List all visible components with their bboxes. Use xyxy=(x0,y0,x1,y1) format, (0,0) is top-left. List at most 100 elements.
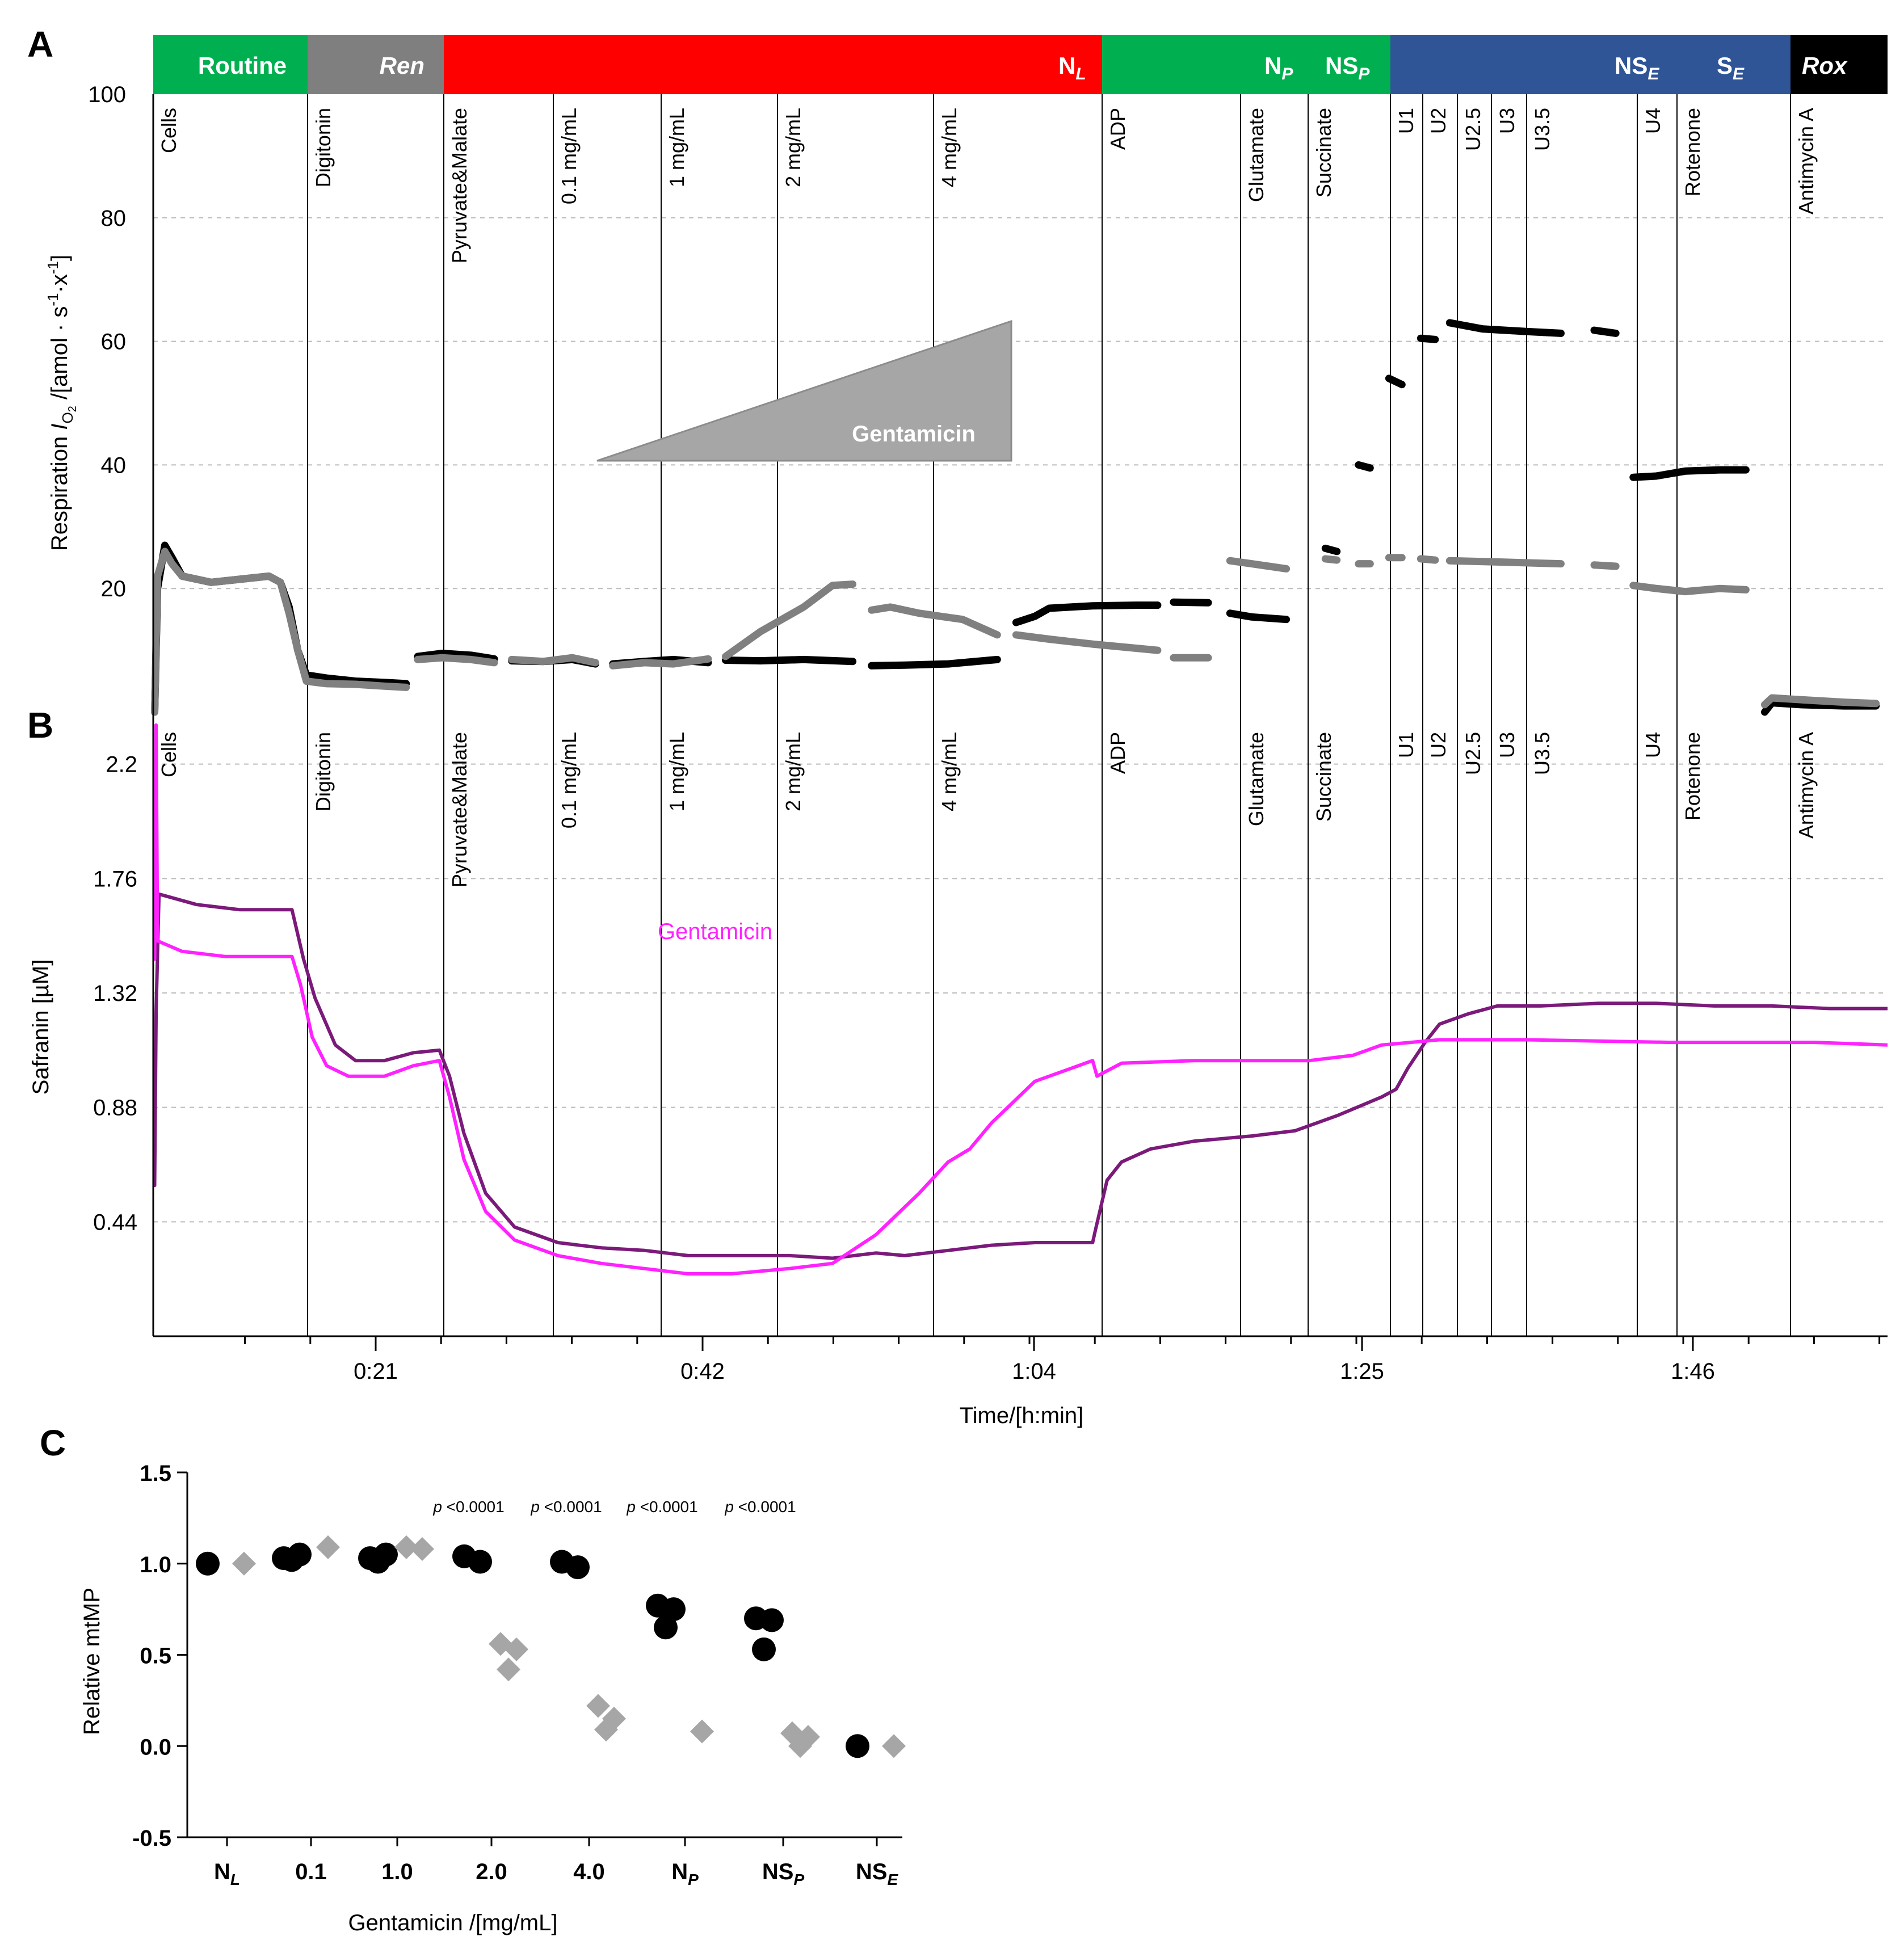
panel-a-trace-gentamicin xyxy=(1629,582,1750,596)
panel-b-event-label: Glutamate xyxy=(1245,732,1268,826)
panel-c-point-control xyxy=(366,1550,390,1574)
panel-a-event-label: Pyruvate&Malate xyxy=(448,108,471,263)
panel-b-trace-control xyxy=(153,892,1888,1260)
panel-c-x-tick-label: 1.0 xyxy=(381,1859,413,1884)
panel-a-traces xyxy=(151,319,1880,716)
panel-b-x-tick-label: 0:21 xyxy=(354,1359,398,1384)
phase-rox-label: Rox xyxy=(1802,52,1848,79)
panel-b-event-label: Antimycin A xyxy=(1794,732,1818,839)
panel-a-trace-control xyxy=(1590,326,1620,337)
panel-b-event-label: 1 mg/mL xyxy=(665,732,688,811)
panel-c-x-tick-label: NP xyxy=(671,1859,699,1888)
phase-nse-se-bar xyxy=(1390,35,1790,94)
panel-c-point-gentamicin xyxy=(232,1551,256,1576)
panel-b-x-tick-label: 1:25 xyxy=(1340,1359,1384,1384)
panel-b-event-label: 2 mg/mL xyxy=(781,732,805,811)
panel-c-y-tick-label: 0.5 xyxy=(140,1644,171,1669)
panel-b-traces xyxy=(153,723,1888,1276)
panel-b-event-label: Digitonin xyxy=(312,732,335,811)
panel-a-event-label: Succinate xyxy=(1312,108,1335,197)
panel-c-point-gentamicin xyxy=(788,1734,812,1758)
panel-a-trace-gentamicin xyxy=(722,580,857,660)
gentamicin-wedge xyxy=(596,319,1012,462)
panel-a-chart: Cells Digitonin Pyruvate&Malate 0.1 mg/mL 1 … xyxy=(44,82,1888,716)
phase-np-nsp-bar xyxy=(1102,35,1390,94)
panel-c-axes: 1.5 1.0 0.5 0.0 -0.5 NL 0.1 1.0 2.0 4.0 NP NSP NSE xyxy=(132,1461,902,1888)
panel-a-event-label: U4 xyxy=(1641,108,1665,134)
panel-c-points xyxy=(196,1535,906,1758)
panel-c-point-gentamicin xyxy=(594,1718,618,1742)
panel-b-event-label: U3 xyxy=(1495,732,1519,758)
panel-c-y-tick-label: 1.5 xyxy=(140,1461,171,1486)
panel-c-point-gentamicin xyxy=(316,1535,340,1559)
panel-c-x-tick-label: NSE xyxy=(856,1859,899,1888)
panel-b-y-ticks: 0.44 0.88 1.32 1.76 2.2 xyxy=(93,752,137,1235)
panel-c-point-control xyxy=(566,1555,590,1580)
panel-b-trace-gentamicin xyxy=(153,723,1888,1276)
panel-c-point-control xyxy=(196,1551,220,1576)
gentamicin-wedge-label: Gentamicin xyxy=(852,422,976,447)
panel-a-y-title: Respiration IO2 /[amol · s-1·x-1] xyxy=(44,255,79,551)
panel-c-point-gentamicin xyxy=(505,1637,528,1661)
panel-b-event-lines: Cells Digitonin Pyruvate&Malate 0.1 mg/mL 1 … xyxy=(157,712,1818,1336)
phase-ren-label: Ren xyxy=(380,52,424,79)
panel-b-y-title: Safranin [µM] xyxy=(28,959,53,1095)
panel-b-event-label: 0.1 mg/mL xyxy=(557,732,581,828)
phase-rox-bar xyxy=(1790,35,1888,94)
panel-b-gridlines xyxy=(153,763,1888,1223)
panel-c-point-control xyxy=(752,1637,776,1661)
panel-c-point-control xyxy=(654,1615,678,1640)
panel-c-p-value: p <0.0001 xyxy=(530,1498,602,1516)
panel-a-y-tick: 60 xyxy=(101,330,127,355)
panel-b-y-tick: 0.88 xyxy=(93,1096,137,1121)
panel-a-event-label: ADP xyxy=(1106,108,1129,150)
panel-a-trace-gentamicin xyxy=(1761,694,1880,709)
panel-c-point-control xyxy=(760,1608,784,1632)
panel-b-event-label: Rotenone xyxy=(1681,732,1704,820)
panel-a-trace-gentamicin xyxy=(1590,561,1620,570)
panel-a-trace-gentamicin xyxy=(609,655,712,670)
panel-a-event-label: Cells xyxy=(157,108,180,153)
panel-c-chart: 1.5 1.0 0.5 0.0 -0.5 NL 0.1 1.0 2.0 4.0 NP NSP NSE p… xyxy=(79,1461,906,1935)
panel-b-y-tick: 0.44 xyxy=(93,1210,137,1235)
panel-c-point-control xyxy=(280,1548,304,1572)
panel-c-y-tick-label: 1.0 xyxy=(140,1552,171,1577)
panel-b-event-label: 4 mg/mL xyxy=(938,732,961,811)
panel-a-trace-gentamicin xyxy=(868,603,1001,639)
panel-a-event-label: Antimycin A xyxy=(1794,108,1818,214)
panel-a-event-label: Glutamate xyxy=(1245,108,1268,202)
panel-a-trace-control xyxy=(1012,601,1162,626)
panel-a-event-label: U1 xyxy=(1394,108,1418,134)
panel-a-event-label: U3.5 xyxy=(1531,108,1554,151)
panel-b-x-tick-label: 1:04 xyxy=(1012,1359,1056,1384)
panel-a-trace-gentamicin xyxy=(1445,557,1565,568)
panel-label-a: A xyxy=(27,24,53,65)
phase-nse-label: NSE xyxy=(1615,52,1659,83)
panel-c-point-control xyxy=(662,1597,686,1622)
panel-a-event-label: 2 mg/mL xyxy=(781,108,805,187)
panel-c-p-value: p <0.0001 xyxy=(432,1498,504,1516)
panel-b-event-label: Succinate xyxy=(1312,732,1335,822)
panel-a-trace-control xyxy=(722,655,857,666)
panel-a-event-label: Digitonin xyxy=(312,108,335,187)
panel-c-x-tick-label: NSP xyxy=(762,1859,805,1888)
panel-a-trace-control xyxy=(414,650,498,663)
panel-b-y-tick: 1.76 xyxy=(93,866,137,891)
panel-a-trace-gentamicin xyxy=(1226,557,1291,573)
panel-a-trace-control xyxy=(1355,461,1374,472)
phase-bar: Routine Ren NL NP NSP NSE SE Rox xyxy=(153,35,1888,94)
panel-c-x-tick-label: 0.1 xyxy=(295,1859,327,1884)
panel-a-trace-gentamicin xyxy=(1417,555,1439,564)
panel-b-x-ticks: 0:21 0:42 1:04 1:25 1:46 xyxy=(244,1336,1881,1384)
panel-c-point-control xyxy=(846,1734,869,1758)
panel-b-y-tick: 1.32 xyxy=(93,981,137,1006)
panel-b-x-tick-label: 0:42 xyxy=(680,1359,725,1384)
panel-a-y-tick: 100 xyxy=(88,82,126,107)
phase-routine-bar xyxy=(153,35,308,94)
panel-a-trace-control xyxy=(868,655,1001,670)
panel-b-chart: Cells Digitonin Pyruvate&Malate 0.1 mg/mL 1 … xyxy=(28,712,1888,1428)
panel-c-y-tick-label: 0.0 xyxy=(140,1735,171,1760)
panel-a-trace-gentamicin xyxy=(1321,555,1341,564)
gentamicin-label-b: Gentamicin xyxy=(658,919,772,944)
panel-a-trace-control xyxy=(1629,466,1750,481)
